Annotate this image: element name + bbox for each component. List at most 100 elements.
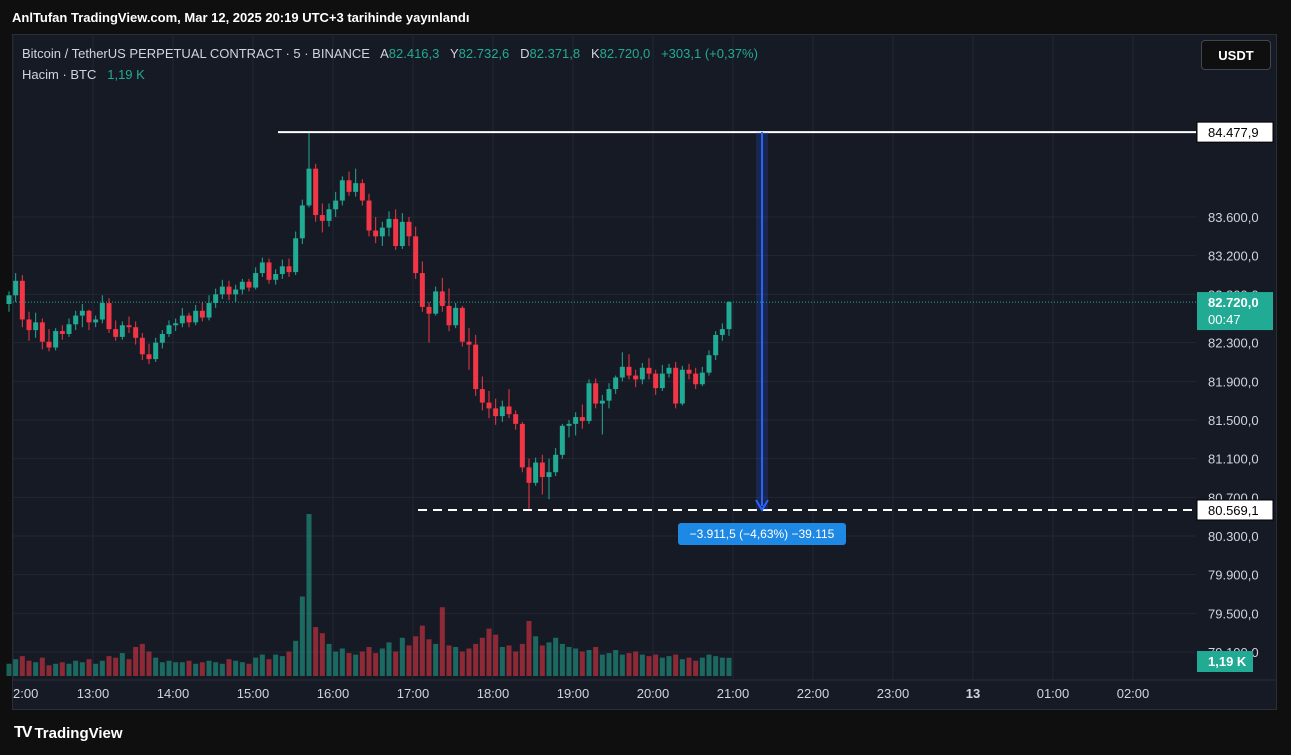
tradingview-brand[interactable]: TV TradingView: [14, 724, 123, 742]
candle-body: [293, 238, 299, 273]
candle-body: [579, 417, 585, 421]
candle-body: [646, 367, 652, 374]
candle-body: [13, 280, 19, 296]
currency-button[interactable]: USDT: [1201, 40, 1271, 70]
candle-body: [326, 209, 332, 221]
y-tick-label: 79.900,0: [1208, 568, 1259, 583]
volume-bar: [106, 656, 112, 676]
volume-bar: [119, 653, 125, 676]
volume-bar: [553, 637, 559, 676]
x-tick-label: 14:00: [157, 686, 190, 701]
volume-bar: [659, 657, 665, 676]
volume-bar: [446, 645, 452, 676]
volume-bar: [673, 654, 679, 676]
candle-body: [459, 307, 465, 342]
candle-body: [399, 221, 405, 246]
volume-bar: [453, 646, 459, 676]
candle-body: [279, 266, 285, 275]
candle-body: [393, 218, 399, 246]
volume-bar: [19, 656, 25, 676]
volume-bar: [73, 660, 79, 676]
x-tick-label: 13:00: [77, 686, 110, 701]
volume-bar: [239, 662, 245, 676]
candle-body: [126, 325, 132, 328]
volume-bar: [653, 654, 659, 676]
high-value: 82.732,6: [458, 46, 510, 61]
volume-bar: [586, 650, 592, 676]
y-tick-label: 81.500,0: [1208, 413, 1259, 428]
candle-body: [713, 334, 719, 356]
volume-bar: [299, 596, 305, 676]
volume-bar: [713, 656, 719, 676]
symbol-legend: Bitcoin / TetherUS PERPETUAL CONTRACT · …: [22, 46, 758, 61]
volume-bar: [286, 651, 292, 676]
low-value: 82.371,8: [529, 46, 581, 61]
candle-body: [546, 472, 552, 478]
x-tick-label: 18:00: [477, 686, 510, 701]
volume-bar: [206, 660, 212, 676]
candle-body: [413, 236, 419, 274]
volume-bar: [199, 662, 205, 676]
volume-bar: [133, 646, 139, 676]
candle-body: [686, 369, 692, 374]
volume-bar: [679, 659, 685, 676]
candle-body: [19, 280, 25, 320]
candle-body: [259, 262, 265, 274]
volume-bar: [339, 648, 345, 676]
candle-body: [519, 423, 525, 468]
candle-body: [99, 303, 105, 320]
brand-name: TradingView: [34, 724, 123, 742]
volume-bar: [253, 657, 259, 676]
volume-bar: [333, 651, 339, 676]
volume-bar: [246, 663, 252, 676]
volume-bar: [426, 639, 432, 676]
candle-body: [26, 319, 32, 331]
volume-bar: [493, 634, 499, 676]
volume-bar: [233, 660, 239, 676]
candle-body: [186, 315, 192, 323]
candle-body: [433, 291, 439, 314]
candle-body: [266, 262, 272, 280]
high-label: Y: [449, 46, 459, 61]
candle-body: [219, 286, 225, 295]
volume-bar: [159, 662, 165, 676]
candle-body: [199, 310, 205, 318]
y-tick-label: 80.300,0: [1208, 529, 1259, 544]
candle-body: [39, 322, 45, 342]
volume-bar: [579, 651, 585, 676]
y-tick-label: 83.600,0: [1208, 210, 1259, 225]
volume-bar: [486, 628, 492, 676]
candle-body: [319, 215, 325, 221]
volume-bar: [166, 660, 172, 676]
volume-bar: [213, 662, 219, 676]
candle-body: [559, 425, 565, 455]
volume-bar: [546, 642, 552, 676]
candle-body: [113, 329, 119, 337]
volume-bar: [179, 662, 185, 676]
volume-badge-label: 1,19 K: [1208, 654, 1247, 669]
candle-body: [159, 333, 165, 343]
volume-bar: [306, 514, 312, 676]
y-tick-label: 79.500,0: [1208, 606, 1259, 621]
x-tick-label: 17:00: [397, 686, 430, 701]
candle-body: [53, 331, 59, 348]
level-label: 84.477,9: [1208, 125, 1259, 140]
candle-body: [226, 286, 232, 295]
candle-body: [59, 331, 65, 334]
candle-body: [366, 200, 372, 231]
x-tick-label: 16:00: [317, 686, 350, 701]
volume-bar: [26, 660, 32, 676]
candle-body: [386, 218, 392, 228]
candle-body: [313, 168, 319, 216]
y-tick-label: 83.200,0: [1208, 249, 1259, 264]
volume-bar: [79, 662, 85, 676]
candle-body: [426, 306, 432, 314]
volume-bar: [359, 651, 365, 676]
volume-bar: [273, 654, 279, 676]
candle-body: [666, 367, 672, 374]
candle-body: [533, 462, 539, 483]
candle-body: [379, 227, 385, 237]
candle-body: [253, 273, 259, 288]
candle-body: [659, 373, 665, 389]
